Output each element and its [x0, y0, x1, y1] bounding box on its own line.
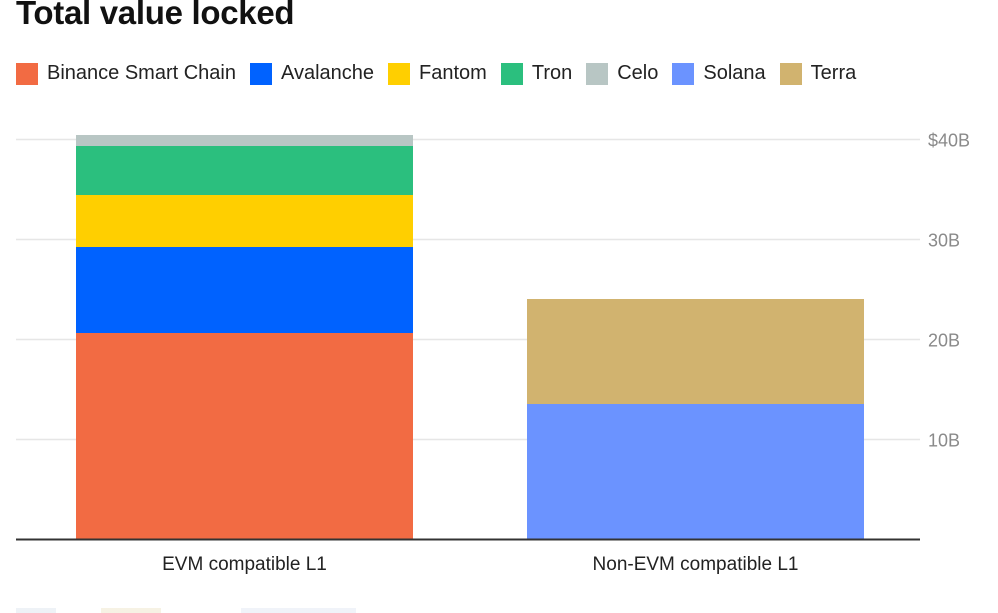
legend-item: Binance Smart Chain	[16, 62, 236, 85]
y-tick-label: 10B	[928, 431, 960, 451]
legend-item: Solana	[672, 62, 766, 85]
legend-swatch	[500, 62, 523, 85]
legend-label: Solana	[703, 62, 766, 84]
legend-label: Fantom	[419, 62, 487, 84]
legend-label: Binance Smart Chain	[47, 62, 236, 84]
y-tick-labels: 10B 20B 30B $40B	[928, 131, 970, 451]
y-tick-label: $40B	[928, 131, 970, 151]
legend-swatch	[672, 62, 695, 85]
legend-item: Tron	[500, 62, 573, 85]
x-category-labels: EVM compatible L1 Non-EVM compatible L1	[162, 554, 798, 575]
legend-swatch	[16, 62, 38, 85]
legend-swatch	[586, 62, 609, 85]
y-tick-label: 20B	[928, 331, 960, 351]
x-category-label: Non-EVM compatible L1	[593, 554, 799, 575]
bar-segment-solana	[527, 404, 864, 539]
y-tick-label: 30B	[928, 231, 960, 251]
bar-segment-tron	[76, 146, 413, 195]
bar-segment-celo	[76, 135, 413, 146]
bar-segment-avalanche	[76, 247, 413, 333]
legend-label: Avalanche	[280, 62, 375, 84]
legend-swatch	[779, 62, 802, 85]
legend-item: Fantom	[388, 62, 487, 85]
chart-title: Total value locked	[16, 0, 295, 31]
bar-segment-terra	[527, 299, 864, 404]
x-category-label: EVM compatible L1	[162, 554, 327, 575]
legend-item: Celo	[586, 62, 658, 85]
legend-item: Avalanche	[249, 62, 375, 85]
legend-swatch	[388, 62, 411, 85]
bar-segment-binance-smart-chain	[76, 333, 413, 539]
legend-label: Tron	[531, 62, 573, 84]
source-note-cropped	[16, 608, 356, 613]
legend-label: Terra	[810, 62, 857, 84]
legend-item: Terra	[779, 62, 857, 85]
legend-swatch	[249, 62, 272, 85]
bar-segment-fantom	[76, 195, 413, 247]
legend-label: Celo	[617, 62, 659, 84]
bars	[76, 135, 864, 539]
legend: Binance Smart Chain Avalanche Fantom Tron Ce…	[16, 62, 870, 85]
